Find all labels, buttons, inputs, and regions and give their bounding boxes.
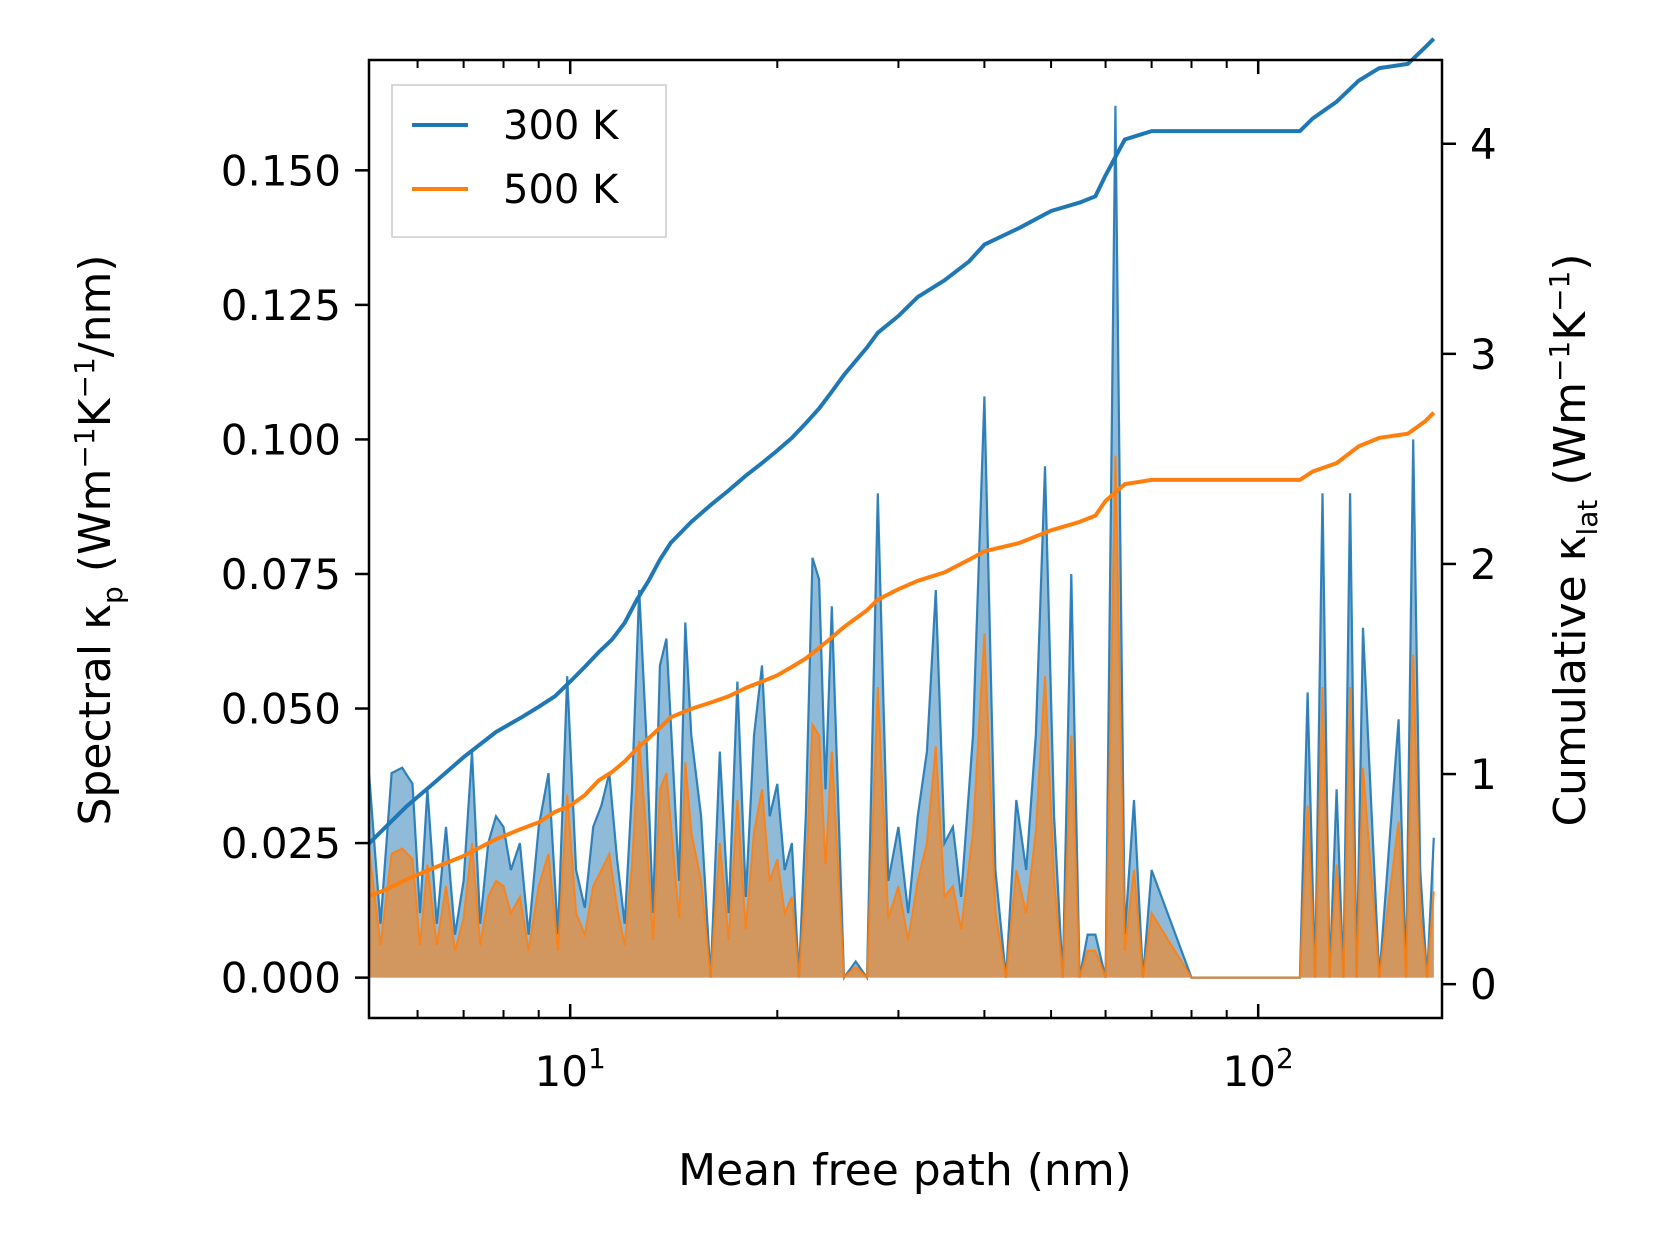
y-axis-right-label: Cumulative κlat (Wm−1K−1) [1543, 253, 1604, 826]
fill-300-k-spectral [369, 105, 1434, 978]
y-right-tick-label: 3 [1470, 330, 1497, 379]
y-left-tick-label: 0.150 [221, 146, 341, 195]
y-axis-left-label: Spectral κp (Wm−1K−1/nm) [68, 254, 129, 825]
plot-frame [367, 58, 1444, 1020]
series-layer [367, 37, 1436, 981]
line-500-k-cumulative [368, 411, 1436, 898]
y-right-tick-label: 1 [1470, 750, 1497, 799]
y-left-tick-label: 0.000 [221, 954, 341, 1003]
y-right-tick-label: 4 [1470, 120, 1497, 169]
x-tick-label: 102 [1223, 1042, 1294, 1096]
y-left-tick-label: 0.075 [221, 550, 341, 599]
line-300-k-spectral [367, 105, 1435, 981]
legend-label-500k: 500 K [503, 167, 620, 213]
axes-layer: 0.000 0.025 0.050 0.075 0.100 0.125 0.150 0 1 2 3 4… [221, 60, 1497, 1096]
line-500-k-spectral [368, 455, 1435, 980]
y-right-tick-label: 0 [1470, 960, 1497, 1009]
y-left-tick-label: 0.125 [221, 281, 341, 330]
y-left-tick-label: 0.050 [221, 685, 341, 734]
line-300-k-cumulative [367, 37, 1436, 845]
legend-label-300k: 300 K [503, 103, 620, 149]
legend-box [391, 84, 667, 238]
x-axis-label: Mean free path (nm) [678, 1145, 1132, 1196]
fill-500-k-spectral [369, 455, 1434, 978]
x-tick-label: 101 [535, 1042, 606, 1096]
y-right-tick-label: 2 [1470, 540, 1497, 589]
legend: 300 K 500 K [391, 84, 667, 238]
y-left-tick-label: 0.100 [221, 415, 341, 464]
y-left-tick-label: 0.025 [221, 819, 341, 868]
